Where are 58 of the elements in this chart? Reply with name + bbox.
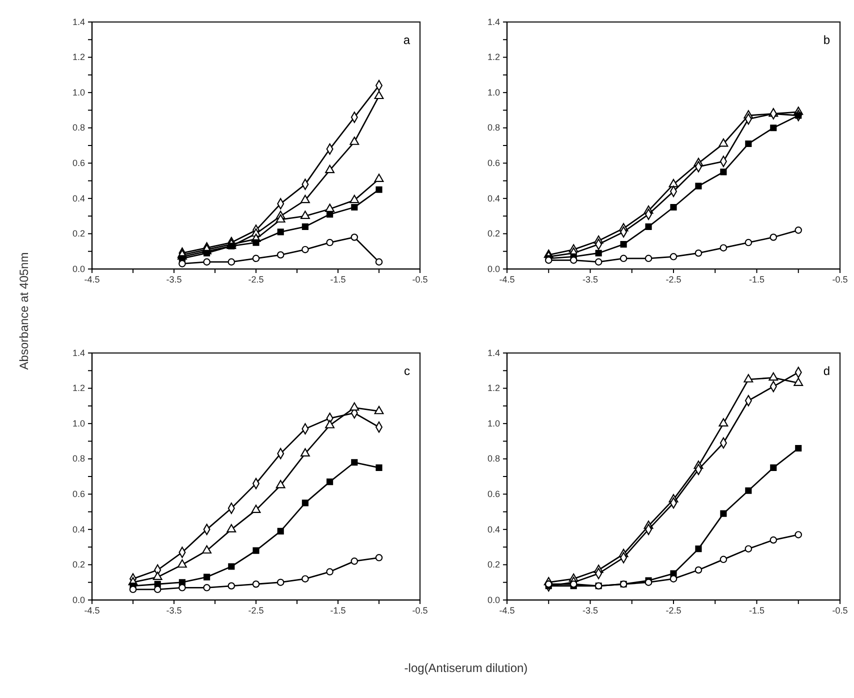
y-tick-label: 0.8: [72, 454, 85, 464]
y-tick-label: 0.6: [487, 489, 500, 500]
x-tick-label: -4.5: [499, 605, 515, 616]
y-axis-title: Absorbance at 405nm: [17, 252, 31, 370]
y-tick-label: 0.4: [487, 193, 500, 204]
x-tick-label: -3.5: [166, 274, 182, 284]
y-tick-label: 0.4: [72, 193, 85, 204]
y-tick-label: 1.4: [487, 348, 500, 358]
x-tick-label: -1.5: [748, 605, 765, 616]
y-tick-label: 1.0: [487, 418, 500, 428]
y-tick-label: 0.4: [487, 524, 500, 534]
x-tick-label: -4.5: [84, 274, 100, 284]
x-tick-label: -2.5: [666, 605, 682, 616]
annotation: a: [403, 33, 410, 47]
x-tick-label: -2.5: [248, 605, 264, 616]
y-tick-label: 0.0: [72, 594, 85, 605]
y-tick-label: 1.2: [72, 52, 85, 62]
y-tick-label: 1.4: [72, 16, 85, 27]
x-tick-label: -3.5: [166, 605, 182, 616]
annotation: d: [823, 364, 830, 378]
y-tick-label: 0.6: [72, 489, 85, 500]
y-tick-label: 0.8: [487, 122, 500, 133]
y-tick-label: 1.2: [487, 52, 500, 62]
y-tick-label: 0.8: [487, 454, 500, 464]
y-tick-label: 1.4: [487, 16, 500, 27]
x-tick-label: -0.5: [832, 274, 848, 284]
x-tick-label: -2.5: [248, 274, 264, 284]
y-tick-label: 0.2: [72, 560, 85, 570]
x-tick-label: -3.5: [582, 605, 598, 616]
y-tick-label: 0.0: [72, 264, 85, 274]
y-tick-label: 1.0: [72, 87, 85, 98]
x-tick-label: -1.5: [330, 274, 346, 284]
y-tick-label: 0.0: [487, 264, 500, 274]
y-tick-label: 0.8: [72, 122, 85, 133]
y-tick-label: 1.0: [487, 87, 500, 98]
x-axis-title: -log(Antiserum dilution): [404, 661, 528, 675]
y-tick-label: 0.4: [72, 524, 85, 534]
x-tick-label: -2.5: [666, 274, 682, 284]
x-tick-label: -4.5: [499, 274, 515, 284]
annotation: c: [404, 364, 410, 378]
x-tick-label: -0.5: [412, 274, 428, 284]
x-tick-label: -0.5: [832, 605, 848, 616]
x-tick-label: -0.5: [412, 605, 428, 616]
y-tick-label: 0.2: [72, 228, 85, 239]
y-tick-label: 1.2: [487, 383, 500, 394]
x-tick-label: -1.5: [330, 605, 346, 616]
y-tick-label: 0.0: [487, 594, 500, 605]
annotation: b: [823, 33, 830, 47]
x-tick-label: -1.5: [748, 274, 765, 284]
y-tick-label: 0.6: [487, 158, 500, 168]
y-tick-label: 0.6: [72, 158, 85, 168]
y-tick-label: 1.0: [72, 418, 85, 428]
y-tick-label: 0.2: [487, 228, 500, 239]
y-tick-label: 1.4: [72, 348, 85, 358]
x-tick-label: -3.5: [582, 274, 598, 284]
y-tick-label: 0.2: [487, 560, 500, 570]
x-tick-label: -4.5: [84, 605, 100, 616]
y-tick-label: 1.2: [72, 383, 85, 394]
